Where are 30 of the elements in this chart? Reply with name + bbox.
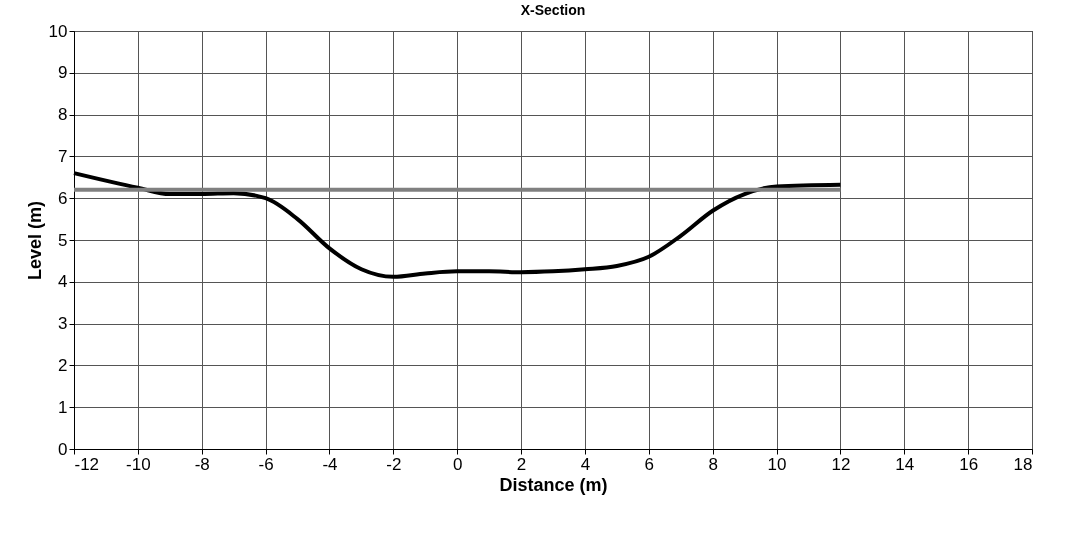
x-tick-label: -2 xyxy=(386,454,402,474)
x-tick-label: -10 xyxy=(126,454,151,474)
x-tick-label: -12 xyxy=(74,454,100,474)
y-tick-label: 1 xyxy=(58,397,68,417)
x-tick-label: 14 xyxy=(895,454,915,474)
x-tick-label: 16 xyxy=(959,454,979,474)
chart-title: X-Section xyxy=(520,2,586,18)
x-axis-title: Distance (m) xyxy=(499,474,608,495)
x-tick-label: 4 xyxy=(580,454,591,474)
y-tick-label: 4 xyxy=(58,272,68,292)
x-tick-label: 2 xyxy=(516,454,527,474)
y-axis-title: Level (m) xyxy=(24,200,45,281)
x-tick-label: 6 xyxy=(644,454,655,474)
x-tick-label: 0 xyxy=(452,454,463,474)
x-tick-label: 12 xyxy=(831,454,851,474)
x-tick-label: 10 xyxy=(767,454,787,474)
y-tick-label: 9 xyxy=(58,63,68,83)
y-tick-label: 3 xyxy=(58,314,68,334)
x-tick-label: -4 xyxy=(322,454,338,474)
y-tick-label: 10 xyxy=(48,21,68,41)
y-tick-label: 8 xyxy=(58,105,68,125)
x-tick-label: -6 xyxy=(258,454,274,474)
y-tick-label: 0 xyxy=(58,439,68,459)
y-tick-label: 6 xyxy=(58,188,68,208)
x-tick-label: -8 xyxy=(194,454,210,474)
y-tick-label: 5 xyxy=(58,230,68,250)
y-tick-label: 2 xyxy=(58,355,68,375)
x-tick-label: 8 xyxy=(708,454,718,474)
y-tick-label: 7 xyxy=(58,146,68,166)
x-tick-label: 18 xyxy=(1013,454,1033,474)
